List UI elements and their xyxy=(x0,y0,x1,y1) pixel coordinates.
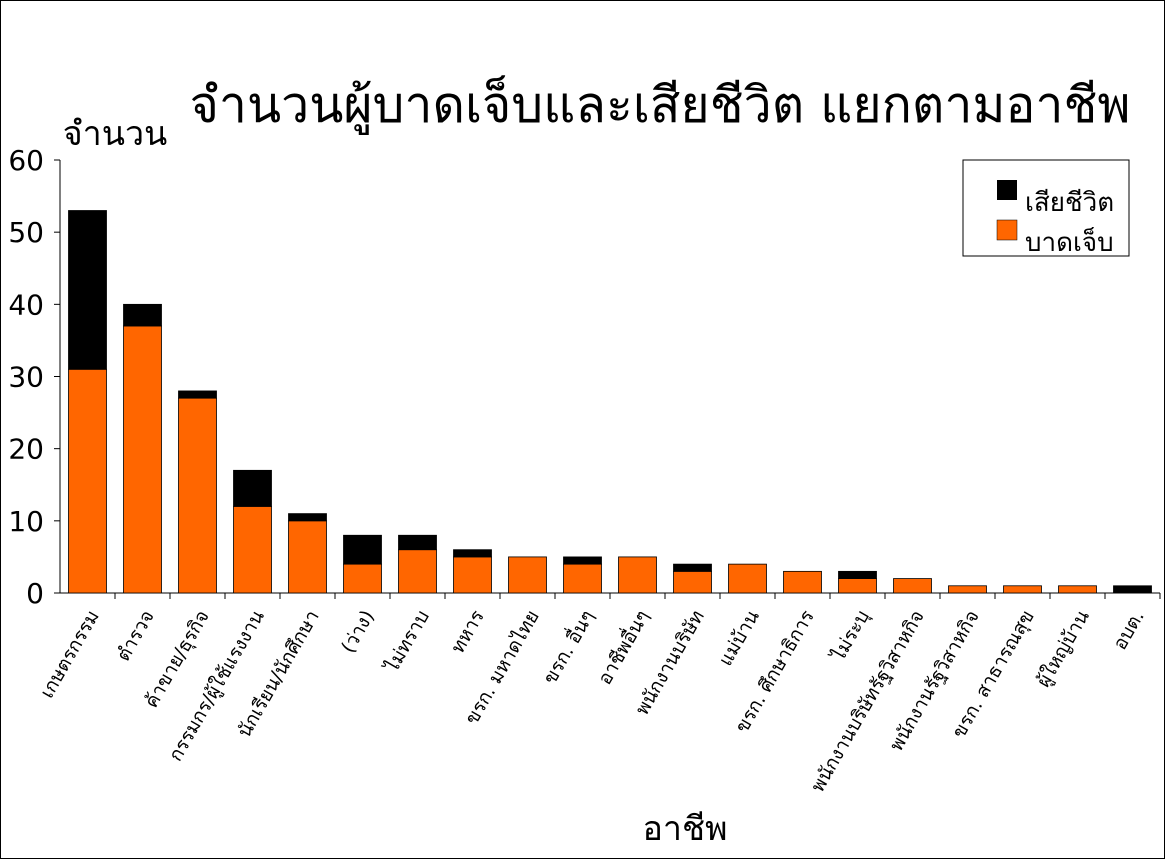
bar-injured xyxy=(508,556,547,594)
y-tick-label: 40 xyxy=(8,288,44,321)
x-tick-label: ตำรวจ xyxy=(112,607,159,666)
bar-deaths xyxy=(68,210,107,370)
y-tick-label: 30 xyxy=(8,361,44,394)
legend-label-deaths: เสียชีวิต xyxy=(1025,188,1114,218)
x-tick-label: (ว่าง) xyxy=(337,607,379,657)
bar-injured xyxy=(783,570,822,594)
bar-injured xyxy=(178,397,217,594)
y-tick-label: 20 xyxy=(8,433,44,466)
bar-injured xyxy=(1058,585,1097,594)
bar-injured xyxy=(728,563,767,594)
x-tick-label: ผู้ใหญ่บ้าน xyxy=(1032,606,1093,690)
legend-label-injured: บาดเจ็บ xyxy=(1025,226,1114,258)
bar-injured xyxy=(673,570,712,594)
legend-swatch-deaths xyxy=(997,180,1017,200)
y-axis-label: จำนวน xyxy=(63,114,168,154)
bar-injured xyxy=(893,578,932,594)
bar-deaths xyxy=(178,390,217,399)
x-axis-label: อาชีพ xyxy=(643,809,728,849)
x-tick-label: อาชีพอื่นๆ xyxy=(591,605,654,689)
bar-deaths xyxy=(233,469,272,507)
bar-injured xyxy=(343,563,382,594)
y-tick-label: 10 xyxy=(8,505,44,538)
bar-deaths xyxy=(288,513,327,522)
bar-injured xyxy=(288,520,327,594)
y-tick-label: 60 xyxy=(8,144,44,177)
bar-injured xyxy=(1003,585,1042,594)
legend-swatch-injured xyxy=(996,219,1018,241)
x-tick-label: ขรก. อื่นๆ xyxy=(536,605,598,688)
bar-deaths xyxy=(398,534,437,551)
bar-deaths xyxy=(453,549,492,558)
bar-injured xyxy=(618,556,657,594)
bar-deaths xyxy=(838,570,877,579)
chart-title: จำนวนผู้บาดเจ็บและเสียชีวิต แยกตามอาชีพ xyxy=(190,75,1131,135)
x-tick-label: แม่บ้าน xyxy=(715,607,764,670)
legend-box xyxy=(962,159,1130,257)
bar-injured xyxy=(453,556,492,594)
y-tick-label: 50 xyxy=(8,216,44,249)
x-tick-label: อบต. xyxy=(1109,607,1149,654)
legend: เสียชีวิต บาดเจ็บ xyxy=(962,159,1130,258)
bar-injured xyxy=(123,325,162,594)
bar-deaths xyxy=(123,303,162,327)
x-tick-label: ไม่ระบุ xyxy=(826,607,874,667)
x-tick-label: ไม่ทราบ xyxy=(380,607,434,678)
bar-injured xyxy=(948,585,987,594)
x-tick-label: ทหาร xyxy=(447,607,489,658)
y-tick-label: 0 xyxy=(26,577,44,610)
bar-injured xyxy=(233,505,272,594)
bar-injured xyxy=(838,578,877,594)
bar-deaths xyxy=(1113,585,1152,594)
bar-deaths xyxy=(673,563,712,572)
bar-deaths xyxy=(563,556,602,565)
bar-injured xyxy=(563,563,602,594)
bar-deaths xyxy=(343,534,382,565)
bar-injured xyxy=(398,549,437,594)
x-tick-label: เกษตรกรรม xyxy=(36,607,104,702)
bar-injured xyxy=(68,368,107,594)
